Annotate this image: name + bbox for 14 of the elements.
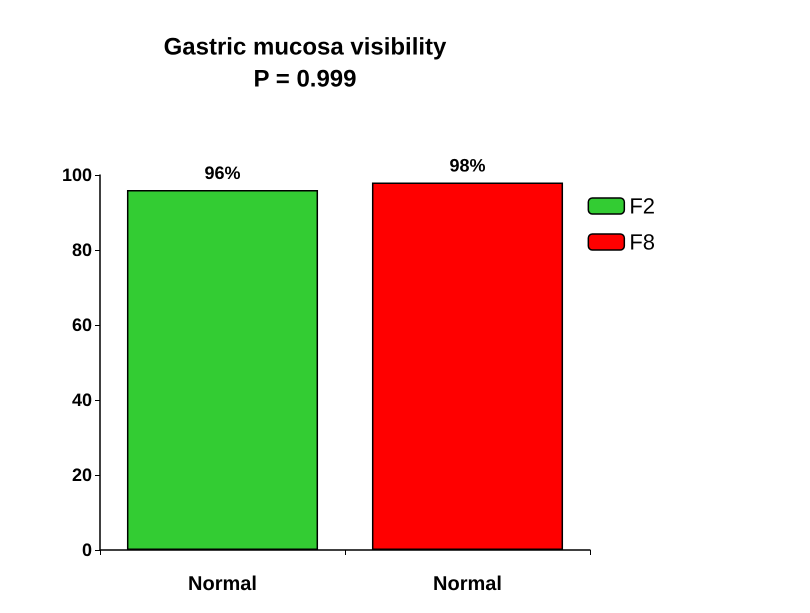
y-tick-label: 80 <box>72 240 92 260</box>
y-tick-label: 20 <box>72 465 92 485</box>
chart-subtitle: P = 0.999 <box>254 66 356 92</box>
y-tick-label: 0 <box>82 540 92 560</box>
data-label: 98% <box>449 156 486 176</box>
legend-label: F2 <box>629 194 656 218</box>
chart-title: Gastric mucosa visibility <box>164 34 448 60</box>
x-tick-label: Normal <box>188 573 257 595</box>
y-tick-label: 40 <box>72 390 92 410</box>
y-tick-label: 60 <box>72 315 92 335</box>
legend-label: F8 <box>629 230 656 254</box>
x-tick-label: Normal <box>433 573 502 595</box>
y-tick-label: 100 <box>62 165 92 185</box>
data-label: 96% <box>204 163 241 183</box>
